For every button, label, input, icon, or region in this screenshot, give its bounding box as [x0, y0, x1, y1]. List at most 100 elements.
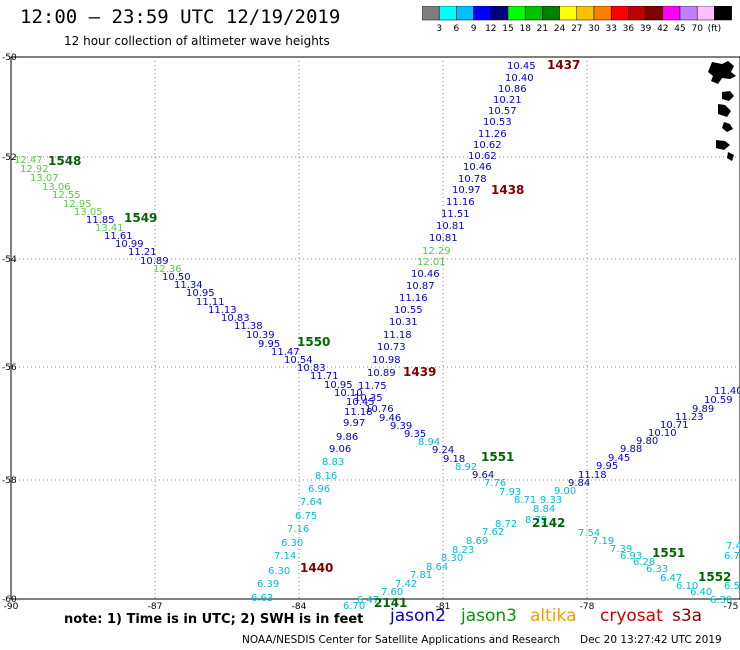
wave-height-value: 8.94: [418, 437, 440, 448]
lat-label: -58: [2, 476, 17, 486]
lat-label: -56: [2, 363, 17, 373]
wave-height-value: 10.10: [648, 428, 677, 439]
wave-height-value: 7.93: [499, 487, 521, 498]
wave-height-value: 9.89: [692, 404, 714, 415]
axis-labels: -50 -52 -54 -56 -58 -60-90 -87 -84 -81 -78 -75: [2, 53, 738, 610]
satellite-legend-jason2: jason2: [390, 606, 446, 626]
pass-number: 1437: [547, 58, 580, 72]
wave-height-value: 7.14: [274, 551, 296, 562]
wave-height-value: 6.39: [257, 579, 279, 590]
wave-height-value: 7.64: [300, 497, 322, 508]
wave-height-value: 10.83: [221, 313, 250, 324]
lon-label: -87: [148, 602, 163, 610]
wave-height-value: 12.95: [63, 199, 92, 210]
wave-height-value: 10.97: [452, 185, 481, 196]
wave-height-value: 11.85: [86, 215, 115, 226]
wave-height-value: 11.47: [271, 347, 300, 358]
wave-height-value: 9.84: [568, 478, 590, 489]
wave-height-value: 7.4: [726, 541, 740, 552]
wave-height-value: 9.95: [258, 339, 280, 350]
wave-height-value: 9.45: [608, 453, 630, 464]
wave-height-value: 11.18: [578, 470, 607, 481]
lat-label: -54: [2, 255, 17, 265]
wave-height-value: 6.47: [357, 595, 379, 606]
wave-height-value: 6.30: [268, 566, 290, 577]
colorbar-label: 45: [674, 24, 685, 34]
wave-height-value: 10.73: [377, 342, 406, 353]
wave-height-value: 9.35: [404, 429, 426, 440]
wave-height-value: 8.30: [441, 553, 463, 564]
wave-height-value: 10.45: [346, 397, 375, 408]
lon-label: -75: [724, 602, 739, 610]
wave-height-value: 11.23: [675, 412, 704, 423]
wave-height-value: 10.10: [334, 388, 363, 399]
lat-label: -52: [2, 153, 17, 163]
wave-height-value: 10.35: [354, 393, 383, 404]
wave-height-value: 11.21: [128, 247, 157, 258]
wave-height-value: 11.51: [441, 209, 470, 220]
wave-height-value: 10.59: [704, 395, 733, 406]
pass-number: 1549: [124, 211, 157, 225]
wave-height-value: 10.45: [507, 61, 536, 72]
colorbar-label: 3: [436, 24, 442, 34]
lon-label: -78: [580, 602, 595, 610]
wave-height-value: 8.23: [452, 545, 474, 556]
wave-height-value: 13.07: [30, 173, 59, 184]
wave-height-value: 12.01: [417, 257, 446, 268]
wave-height-value: 6.30: [710, 595, 732, 606]
wave-height-value: 6.5: [724, 581, 740, 592]
pass-number: 1551: [481, 450, 514, 464]
pass-number: 1438: [491, 183, 524, 197]
wave-height-value: 12.92: [20, 164, 49, 175]
wave-height-value: 9.33: [540, 495, 562, 506]
wave-height-value: 11.71: [310, 371, 339, 382]
colorbar-label: 39: [640, 24, 652, 34]
pass-labels: 1437 1438 1439 1440 1548 1549 1550 1551 2142 1551…: [48, 58, 731, 610]
wave-height-value: 9.95: [596, 461, 618, 472]
color-scale-legend: 3 6 9 12 15 18 21 24 27 30 33 36 39 42 45 70 (ft): [422, 6, 732, 34]
wave-height-value: 6.93: [620, 551, 642, 562]
wave-height-value: 10.86: [498, 84, 527, 95]
map-frame: [10, 56, 740, 600]
colorbar-swatch: [714, 6, 732, 21]
wave-height-value: 10.89: [367, 368, 396, 379]
wave-height-value: 6.33: [646, 564, 668, 575]
wave-height-value: 8.84: [533, 504, 555, 515]
colorbar-label: 6: [454, 24, 460, 34]
wave-height-value: 7.76: [484, 478, 506, 489]
wave-height-value: 11.61: [104, 231, 133, 242]
wave-height-value: 12.29: [422, 246, 451, 257]
wave-height-value: 10.62: [473, 140, 502, 151]
wave-height-value: 8.83: [322, 457, 344, 468]
pass-number: 2141: [374, 596, 407, 610]
wave-height-value: 9.97: [343, 418, 365, 429]
wave-height-value: 11.26: [478, 129, 507, 140]
wave-height-value: 7.19: [592, 536, 614, 547]
wave-height-value: 6.40: [690, 587, 712, 598]
pass-number: 2142: [532, 516, 565, 530]
wave-height-value: 7.81: [410, 570, 432, 581]
wave-height-value: 9.39: [390, 421, 412, 432]
wave-height-value: 10.31: [389, 317, 418, 328]
wave-height-value: 10.87: [406, 281, 435, 292]
colorbar-label: 21: [537, 24, 548, 34]
satellite-legend-jason3: jason3: [461, 606, 517, 626]
wave-height-value: 10.40: [505, 73, 534, 84]
map-grid: [11, 57, 740, 599]
wave-height-value: 8.79: [525, 515, 547, 526]
wave-height-value: 8.71: [514, 495, 536, 506]
wave-height-value: 10.21: [493, 95, 522, 106]
wave-height-value: 10.81: [429, 233, 458, 244]
wave-height-value: 9.80: [636, 436, 658, 447]
wave-height-value: 8.64: [426, 562, 448, 573]
wave-height-value: 8.69: [466, 536, 488, 547]
wave-height-value: 10.83: [297, 363, 326, 374]
wave-height-value: 10.46: [411, 269, 440, 280]
wave-height-value: 13.05: [74, 207, 103, 218]
pass-number: 1550: [297, 335, 330, 349]
wave-height-value: 10.46: [463, 162, 492, 173]
colorbar-label: 33: [605, 24, 616, 34]
wave-height-value: 10.53: [483, 117, 512, 128]
wave-height-value: 7.16: [287, 524, 309, 535]
wave-height-value: 12.55: [52, 190, 81, 201]
